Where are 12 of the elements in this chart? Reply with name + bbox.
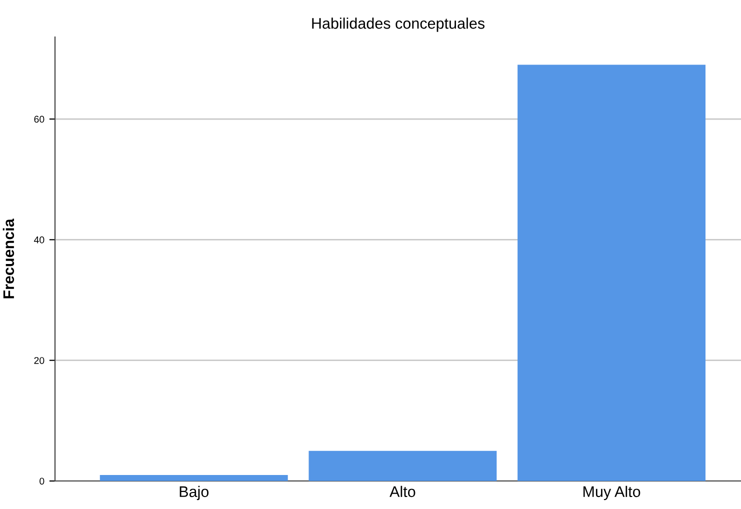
y-tick-label: 20 <box>34 357 44 364</box>
y-tick-label: 0 <box>40 478 44 485</box>
y-tick-label: 60 <box>34 116 44 123</box>
x-tick-label: Alto <box>390 486 416 498</box>
x-tick-label: Bajo <box>180 486 209 500</box>
y-tick-label: 40 <box>34 236 44 244</box>
chart-title: Habilidades conceptuales <box>312 18 485 32</box>
y-axis-title: Frecuencia <box>2 218 14 298</box>
bar <box>308 450 497 481</box>
bar <box>518 64 706 481</box>
x-tick-label: Muy Alto <box>583 486 640 500</box>
bar <box>100 474 288 481</box>
